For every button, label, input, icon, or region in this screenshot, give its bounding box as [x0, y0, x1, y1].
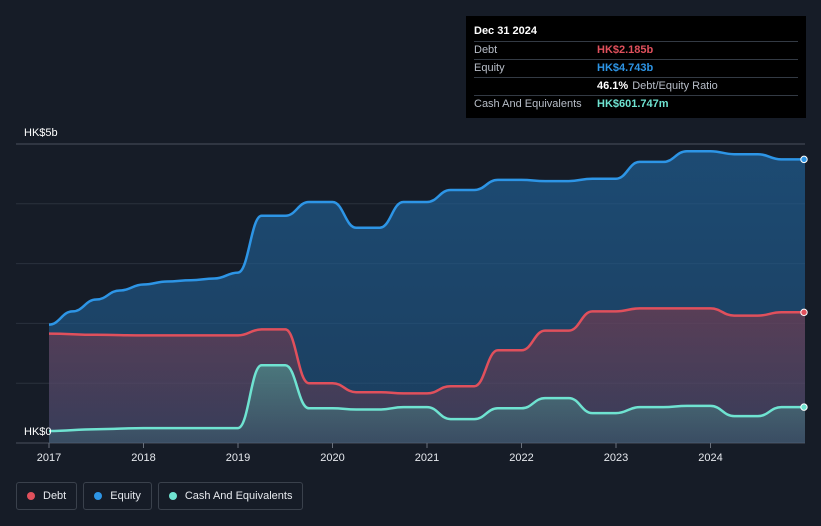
y-tick-label-bottom: HK$0 — [24, 426, 52, 438]
debt-area — [49, 308, 805, 443]
x-tick-label-2021: 2021 — [415, 452, 439, 464]
cash-line — [48, 364, 805, 433]
chart-legend: Debt Equity Cash And Equivalents — [16, 482, 304, 510]
legend-item-cash[interactable]: Cash And Equivalents — [157, 482, 304, 510]
tooltip-date: Dec 31 2024 — [474, 25, 537, 37]
debt-end-marker — [800, 308, 808, 317]
legend-item-debt[interactable]: Debt — [16, 482, 78, 510]
tooltip-row-ratio: 46.1% Debt/Equity Ratio — [474, 77, 798, 95]
chart-tooltip: Dec 31 2024 Debt HK$2.185b Equity HK$4.7… — [466, 16, 806, 118]
debt-line — [48, 307, 805, 395]
x-tick-label-2022: 2022 — [509, 452, 533, 464]
y-tick-label-top: HK$5b — [24, 127, 58, 139]
tooltip-row-cash: Cash And Equivalents HK$601.747m — [474, 95, 798, 113]
equity-line — [48, 149, 806, 326]
tooltip-debt-label: Debt — [474, 44, 498, 56]
tooltip-row-equity: Equity HK$4.743b — [474, 59, 798, 77]
tooltip-equity-label: Equity — [474, 62, 505, 74]
legend-equity-label: Equity — [110, 490, 141, 502]
tooltip-ratio-value: 46.1% — [597, 80, 629, 92]
equity-end-marker — [800, 155, 808, 164]
cash-area — [49, 365, 805, 443]
tooltip-equity-value: HK$4.743b — [597, 62, 654, 74]
x-tick-label-2020: 2020 — [320, 452, 344, 464]
tooltip-debt-value: HK$2.185b — [597, 44, 654, 56]
legend-item-equity[interactable]: Equity — [83, 482, 152, 510]
x-tick-label-2017: 2017 — [37, 452, 61, 464]
x-tick-label-2019: 2019 — [226, 452, 250, 464]
legend-debt-label: Debt — [43, 490, 67, 502]
x-tick-label-2024: 2024 — [698, 452, 722, 464]
cash-legend-dot-icon — [168, 492, 177, 500]
cash-end-marker — [800, 403, 808, 411]
tooltip-row-debt: Debt HK$2.185b — [474, 41, 798, 59]
tooltip-cash-value: HK$601.747m — [597, 98, 669, 110]
x-tick-label-2023: 2023 — [604, 452, 628, 464]
x-tick-label-2018: 2018 — [131, 452, 155, 464]
tooltip-cash-label: Cash And Equivalents — [474, 98, 582, 110]
equity-legend-dot-icon — [94, 492, 103, 500]
legend-cash-label: Cash And Equivalents — [184, 490, 293, 502]
debt-legend-dot-icon — [27, 492, 35, 500]
tooltip-ratio-label: Debt/Equity Ratio — [632, 80, 718, 92]
